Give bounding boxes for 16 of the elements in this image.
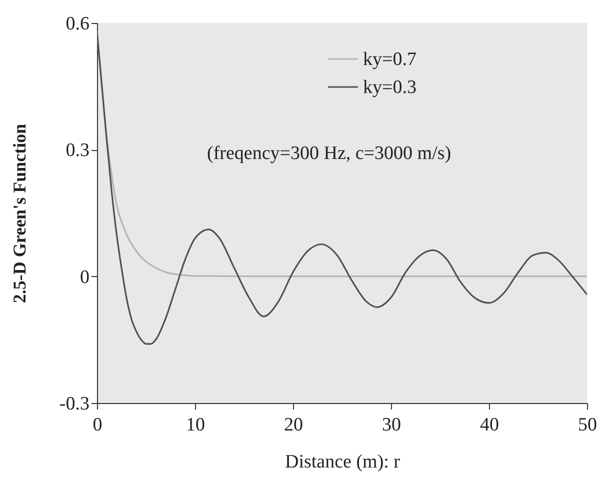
line-series [97,30,587,345]
y-tick-label: 0.6 [66,14,90,34]
x-axis-title: Distance (m): r [284,452,401,472]
x-tick-label: 50 [578,414,597,436]
x-tick-label: 0 [92,414,102,436]
y-tick-label: 0.3 [66,140,90,162]
x-tick-label: 10 [186,414,205,436]
legend-label: ky=0.7 [363,49,416,70]
x-tick-label: 20 [284,414,303,436]
y-axis-title: 2.5-D Green's Function [9,124,30,304]
annotation: (freqency=300 Hz, c=3000 m/s) [207,143,452,164]
y-tick-label: 0 [80,266,90,288]
x-tick-label: 40 [480,414,499,436]
x-tick-label: 30 [382,414,401,436]
y-tick-label: -0.3 [59,394,90,414]
legend-label: ky=0.3 [363,77,416,98]
